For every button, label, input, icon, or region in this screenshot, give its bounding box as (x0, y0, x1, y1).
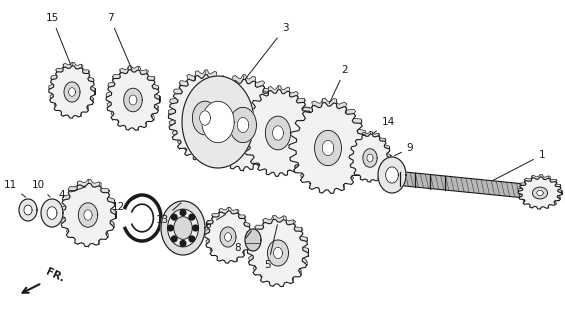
Circle shape (189, 214, 195, 220)
Text: 11: 11 (3, 180, 26, 197)
Text: 7: 7 (107, 13, 132, 69)
Text: 12: 12 (111, 196, 140, 212)
Text: 14: 14 (372, 117, 394, 134)
Polygon shape (315, 130, 341, 166)
Polygon shape (161, 201, 205, 255)
Polygon shape (272, 126, 284, 140)
Polygon shape (106, 66, 160, 126)
Text: 15: 15 (45, 13, 71, 65)
Polygon shape (64, 82, 80, 102)
Polygon shape (518, 177, 562, 209)
Text: 2: 2 (329, 65, 348, 103)
Polygon shape (395, 171, 545, 200)
Circle shape (180, 241, 186, 246)
Text: 6: 6 (205, 214, 225, 230)
Polygon shape (245, 229, 261, 251)
Polygon shape (367, 154, 373, 162)
Text: 3: 3 (245, 23, 288, 80)
Polygon shape (168, 70, 242, 156)
Polygon shape (229, 108, 257, 143)
Polygon shape (267, 240, 289, 266)
Polygon shape (168, 209, 198, 247)
Polygon shape (204, 75, 282, 166)
Text: 5: 5 (264, 225, 277, 270)
Polygon shape (60, 183, 116, 246)
Polygon shape (378, 157, 406, 193)
Polygon shape (322, 140, 334, 156)
Polygon shape (289, 98, 367, 189)
Polygon shape (106, 70, 160, 130)
Polygon shape (129, 95, 137, 105)
Circle shape (171, 214, 177, 220)
Text: 13: 13 (155, 203, 181, 225)
Circle shape (189, 236, 195, 242)
Polygon shape (41, 199, 63, 227)
Polygon shape (49, 62, 95, 115)
Circle shape (193, 225, 198, 231)
Polygon shape (518, 175, 562, 207)
Polygon shape (241, 86, 315, 172)
Polygon shape (386, 167, 398, 183)
Polygon shape (247, 215, 308, 283)
Polygon shape (174, 217, 192, 239)
Polygon shape (237, 117, 249, 132)
Polygon shape (24, 205, 32, 215)
Polygon shape (60, 180, 116, 243)
Text: FR.: FR. (44, 267, 66, 284)
Text: 9: 9 (394, 143, 414, 156)
Polygon shape (19, 199, 37, 221)
Polygon shape (224, 233, 232, 241)
Polygon shape (205, 207, 251, 260)
Polygon shape (205, 211, 251, 263)
Polygon shape (204, 79, 282, 171)
Polygon shape (168, 75, 242, 161)
Polygon shape (349, 131, 391, 179)
Polygon shape (241, 90, 315, 176)
Polygon shape (273, 247, 282, 259)
Polygon shape (266, 116, 290, 150)
Polygon shape (79, 203, 98, 227)
Text: 1: 1 (493, 150, 545, 181)
Polygon shape (532, 187, 547, 199)
Polygon shape (124, 88, 142, 112)
Polygon shape (199, 111, 210, 125)
Text: 4: 4 (59, 187, 85, 200)
Polygon shape (289, 103, 367, 193)
Polygon shape (182, 76, 254, 168)
Polygon shape (47, 207, 57, 219)
Polygon shape (84, 210, 92, 220)
Polygon shape (220, 227, 236, 247)
Polygon shape (363, 149, 377, 167)
Circle shape (171, 236, 177, 242)
Polygon shape (49, 66, 95, 118)
Text: 8: 8 (234, 231, 251, 253)
Polygon shape (193, 101, 218, 135)
Polygon shape (247, 220, 308, 287)
Polygon shape (537, 190, 543, 196)
Polygon shape (202, 101, 234, 143)
Circle shape (168, 225, 173, 231)
Polygon shape (68, 88, 75, 96)
Polygon shape (349, 134, 391, 182)
Text: 10: 10 (32, 180, 50, 197)
Circle shape (180, 210, 186, 215)
